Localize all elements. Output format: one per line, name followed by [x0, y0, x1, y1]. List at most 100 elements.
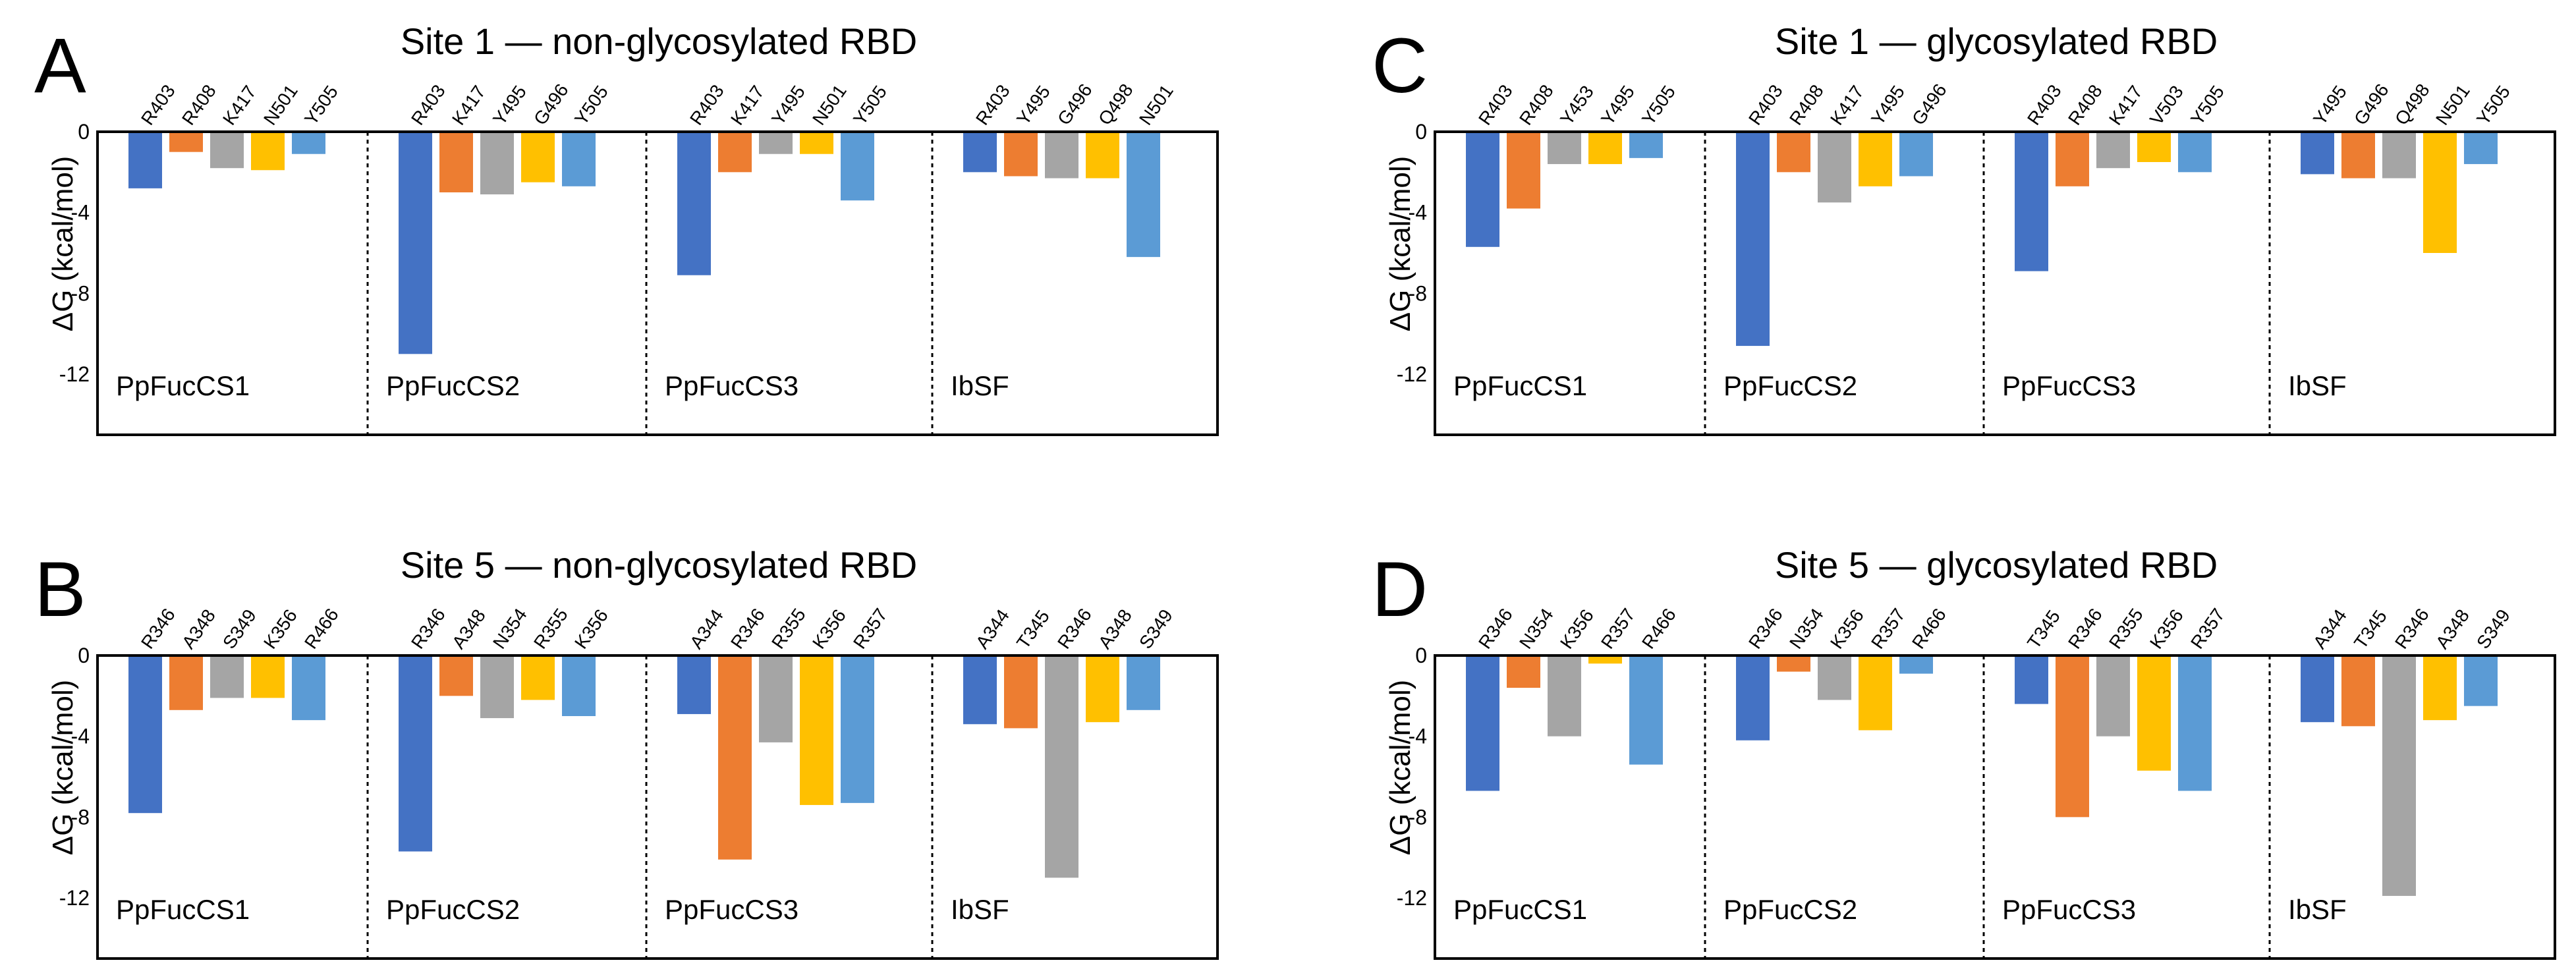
residue-label: R466	[300, 605, 343, 653]
residue-label: S349	[1135, 605, 1177, 652]
chart-title: Site 5 — non-glycosylated RBD	[401, 544, 917, 586]
bar-a348	[2423, 655, 2457, 721]
residue-label: A348	[178, 605, 219, 652]
chart-title: Site 1 — non-glycosylated RBD	[401, 20, 917, 62]
residue-label: R346	[1745, 605, 1787, 653]
group-label: PpFucCS1	[1453, 370, 1587, 401]
bar-r466	[1899, 655, 1933, 674]
group-label: IbSF	[951, 370, 1009, 401]
residue-label: N354	[489, 605, 531, 653]
residue-label: R408	[178, 81, 220, 129]
bar-s349	[2464, 655, 2498, 706]
bar-y505	[292, 132, 325, 154]
residue-label: Y505	[2473, 82, 2514, 128]
residue-label: Q498	[1094, 80, 1137, 129]
residue-label: A348	[1094, 605, 1136, 652]
bar-r408	[169, 132, 203, 152]
bar-r403	[128, 132, 162, 188]
residue-label: G496	[1908, 80, 1951, 129]
bar-k356	[1548, 655, 1581, 737]
residue-label: K356	[1556, 605, 1598, 652]
bar-t345	[2341, 655, 2375, 727]
bar-a348	[169, 655, 203, 710]
y-axis-label: ΔG (kcal/mol)	[1384, 156, 1416, 332]
group-label: PpFucCS2	[1723, 370, 1857, 401]
residue-label: Y453	[1556, 82, 1598, 128]
residue-label: R346	[407, 605, 449, 653]
group-label: IbSF	[2288, 894, 2347, 925]
bar-r403	[963, 132, 997, 173]
bar-r357	[841, 655, 874, 803]
bar-y505	[1629, 132, 1663, 158]
bar-a344	[963, 655, 997, 725]
group-label: PpFucCS3	[665, 894, 798, 925]
residue-label: R355	[2105, 605, 2147, 653]
plot-frame	[1434, 130, 2556, 436]
residue-label: Y495	[1867, 82, 1909, 128]
plot-frame	[1434, 654, 2556, 960]
residue-label: G496	[2350, 80, 2393, 129]
residue-label: R466	[1908, 605, 1950, 653]
residue-label: R346	[137, 605, 179, 653]
residue-label: Y505	[849, 82, 891, 128]
residue-label: R403	[137, 81, 179, 129]
y-tick-label: -12	[1397, 362, 1427, 386]
residue-label: Y505	[1638, 82, 1679, 128]
residue-label: K356	[260, 605, 301, 652]
group-label: PpFucCS1	[1453, 894, 1587, 925]
y-axis-label: ΔG (kcal/mol)	[47, 156, 79, 332]
plot-frame	[96, 130, 1219, 436]
residue-label: R403	[1474, 81, 1517, 129]
y-tick-label: -4	[1409, 201, 1427, 225]
residue-label: V503	[2146, 82, 2187, 128]
bar-r346	[718, 655, 752, 860]
residue-label: R403	[2023, 81, 2065, 129]
bar-s349	[210, 655, 244, 698]
chart-title: Site 5 — glycosylated RBD	[1775, 544, 2218, 586]
residue-label: A348	[2432, 605, 2473, 652]
residue-label: K356	[2146, 605, 2187, 652]
bar-n501	[251, 132, 285, 171]
bar-g496	[521, 132, 555, 182]
y-tick-label: 0	[78, 644, 90, 667]
residue-label: N501	[1135, 81, 1177, 129]
bar-k356	[562, 655, 596, 716]
group-label: PpFucCS1	[116, 370, 250, 401]
bar-v503	[2137, 132, 2171, 162]
bar-k417	[718, 132, 752, 173]
bar-g496	[1899, 132, 1933, 177]
residue-label: Y495	[768, 82, 809, 128]
panel-a: A Site 1 — non-glycosylated RBD ΔG (kcal/m…	[34, 20, 1219, 436]
bar-y453	[1548, 132, 1581, 165]
group-label: PpFucCS2	[386, 370, 520, 401]
residue-label: R357	[1867, 605, 1909, 653]
residue-label: R403	[1745, 81, 1787, 129]
y-tick-label: -4	[71, 201, 90, 225]
residue-label: Y495	[489, 82, 530, 128]
bar-s349	[1127, 655, 1160, 710]
y-tick-label: -8	[71, 805, 90, 829]
bar-n354	[480, 655, 514, 719]
bar-r346	[399, 655, 432, 852]
bar-r357	[2178, 655, 2212, 791]
residue-label: R346	[1053, 605, 1096, 653]
bar-r346	[2056, 655, 2089, 818]
bar-k356	[251, 655, 285, 698]
residue-label: Y505	[571, 82, 612, 128]
bar-n501	[1127, 132, 1160, 258]
residue-label: A344	[686, 605, 727, 652]
y-tick-label: -4	[71, 725, 90, 748]
residue-label: K356	[808, 605, 850, 652]
residue-label: N354	[1515, 605, 1557, 653]
bar-n501	[800, 132, 833, 154]
panel-d: D Site 5 — glycosylated RBD ΔG (kcal/mol) 0…	[1372, 544, 2556, 960]
y-tick-label: -8	[1409, 281, 1427, 305]
bar-y505	[562, 132, 596, 186]
y-tick-label: -8	[71, 281, 90, 305]
residue-label: G496	[530, 80, 573, 129]
bar-k356	[2137, 655, 2171, 771]
y-tick-label: 0	[1415, 644, 1427, 667]
residue-label: R466	[1638, 605, 1680, 653]
y-tick-label: 0	[1415, 120, 1427, 144]
residue-label: K417	[1826, 82, 1868, 128]
